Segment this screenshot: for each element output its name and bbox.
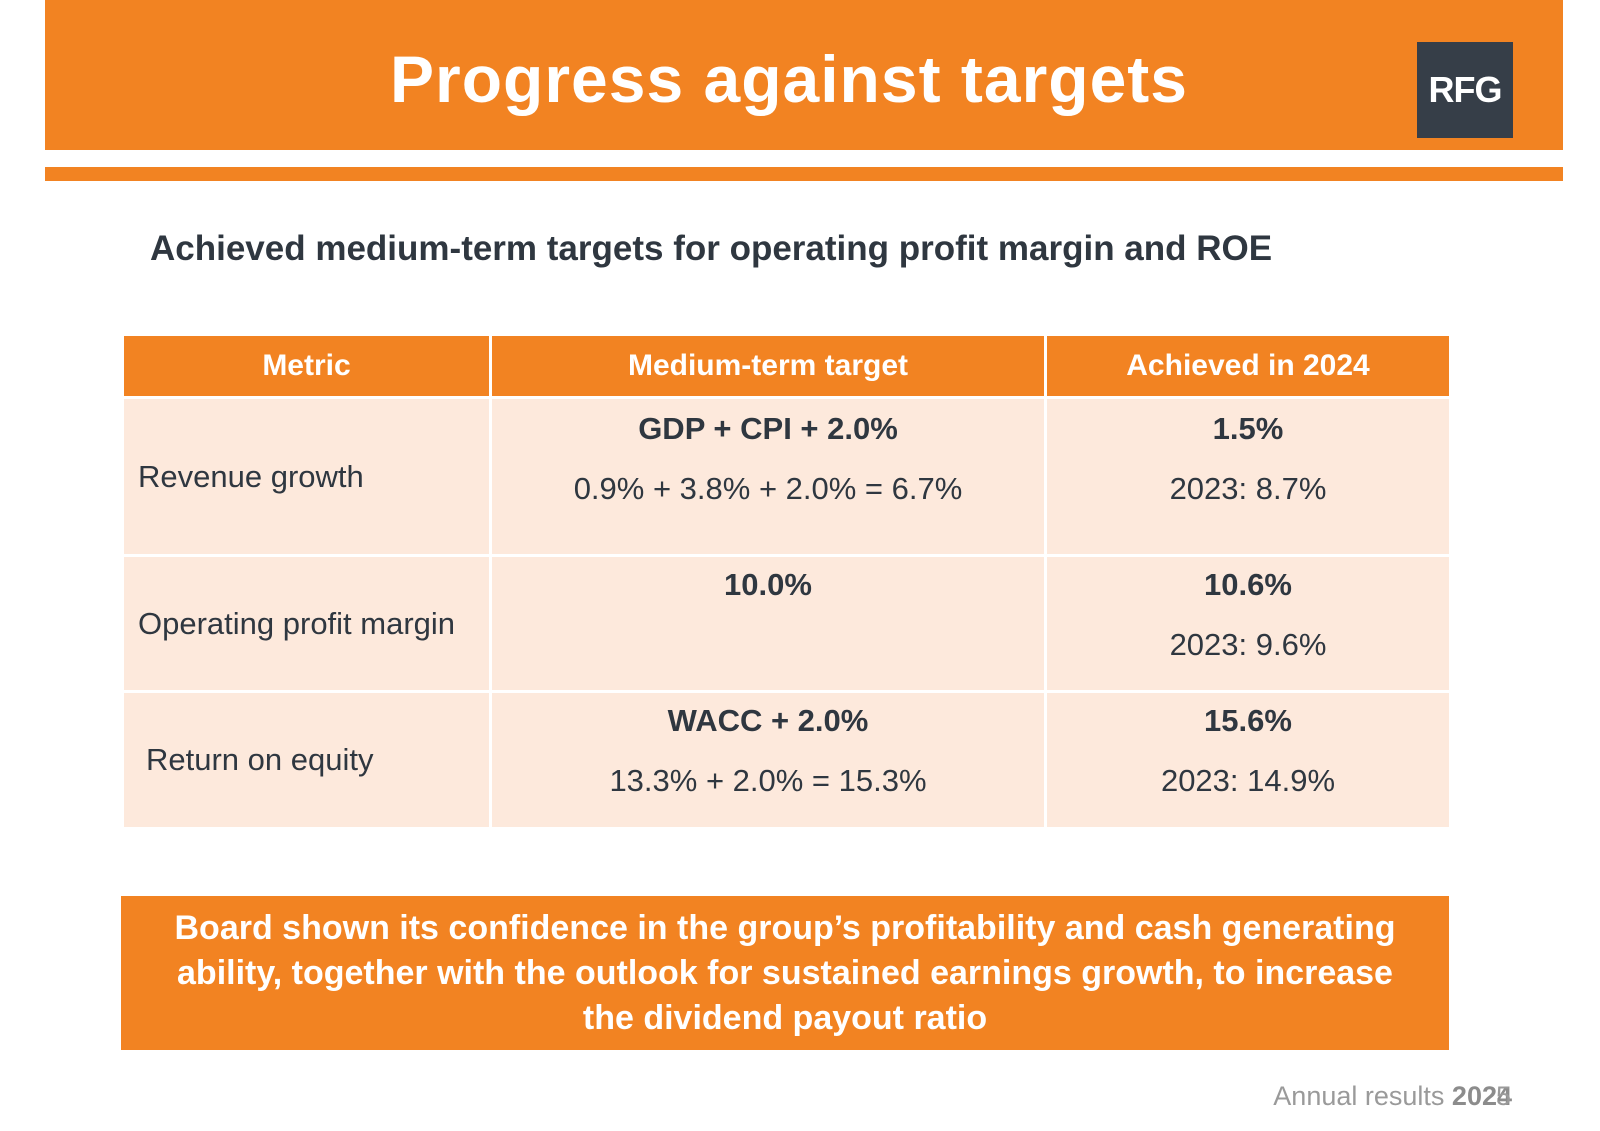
rfg-logo: RFG (1417, 42, 1513, 138)
page-number: 5 (1496, 1081, 1512, 1111)
target-main: WACC + 2.0% (667, 703, 869, 738)
dividend-callout: Board shown its confidence in the group’… (121, 896, 1449, 1050)
callout-text: Board shown its confidence in the group’… (174, 908, 1396, 1037)
column-header-achieved: Achieved in 2024 (1044, 333, 1452, 399)
slide-subtitle: Achieved medium-term targets for operati… (150, 229, 1273, 268)
metric-cell: Return on equity (121, 690, 492, 830)
achieved-cell: 1.5% 2023: 8.7% (1044, 396, 1452, 557)
achieved-prior: 2023: 9.6% (1169, 627, 1327, 662)
target-main: 10.0% (724, 567, 812, 602)
table-row: Return on equity WACC + 2.0% 13.3% + 2.0… (121, 690, 1452, 830)
metric-cell: Operating profit margin (121, 554, 492, 693)
target-cell: 10.0% (489, 554, 1047, 693)
achieved-main: 1.5% (1212, 411, 1284, 446)
table-row: Operating profit margin 10.0% 10.6% 2023… (121, 554, 1452, 693)
achieved-prior: 2023: 14.9% (1160, 763, 1336, 798)
target-cell: WACC + 2.0% 13.3% + 2.0% = 15.3% (489, 690, 1047, 830)
slide-title: Progress against targets (390, 42, 1188, 116)
achieved-main: 15.6% (1204, 703, 1292, 738)
header-band (45, 0, 1563, 150)
table-header-row: Metric Medium-term target Achieved in 20… (121, 333, 1452, 399)
achieved-cell: 15.6% 2023: 14.9% (1044, 690, 1452, 830)
target-detail: 13.3% + 2.0% = 15.3% (609, 763, 927, 798)
column-header-target: Medium-term target (489, 333, 1047, 399)
target-detail: 0.9% + 3.8% + 2.0% = 6.7% (573, 471, 963, 506)
achieved-cell: 10.6% 2023: 9.6% (1044, 554, 1452, 693)
footer-label: Annual results 2024 (1273, 1081, 1512, 1112)
achieved-prior: 2023: 8.7% (1169, 471, 1327, 506)
table-row: Revenue growth GDP + CPI + 2.0% 0.9% + 3… (121, 396, 1452, 557)
target-cell: GDP + CPI + 2.0% 0.9% + 3.8% + 2.0% = 6.… (489, 396, 1047, 557)
footer-text: Annual results (1273, 1081, 1445, 1111)
metric-cell: Revenue growth (121, 396, 492, 557)
column-header-metric: Metric (121, 333, 492, 399)
footer-year: 2024 (1451, 1081, 1512, 1111)
target-main: GDP + CPI + 2.0% (638, 411, 898, 446)
targets-table: Metric Medium-term target Achieved in 20… (121, 333, 1452, 830)
achieved-main: 10.6% (1204, 567, 1292, 602)
header-divider (45, 167, 1563, 181)
